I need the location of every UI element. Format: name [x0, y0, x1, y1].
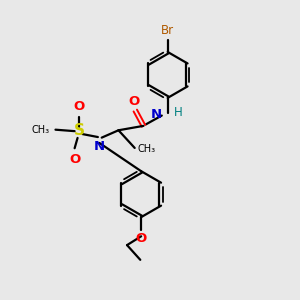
Text: H: H [174, 106, 183, 119]
Text: CH₃: CH₃ [137, 144, 155, 154]
Text: O: O [69, 153, 80, 166]
Text: CH₃: CH₃ [32, 125, 50, 135]
Text: N: N [151, 109, 162, 122]
Text: O: O [128, 94, 140, 108]
Text: Br: Br [161, 24, 174, 37]
Text: N: N [94, 140, 105, 153]
Text: O: O [136, 232, 147, 245]
Text: S: S [74, 123, 85, 138]
Text: O: O [74, 100, 85, 113]
